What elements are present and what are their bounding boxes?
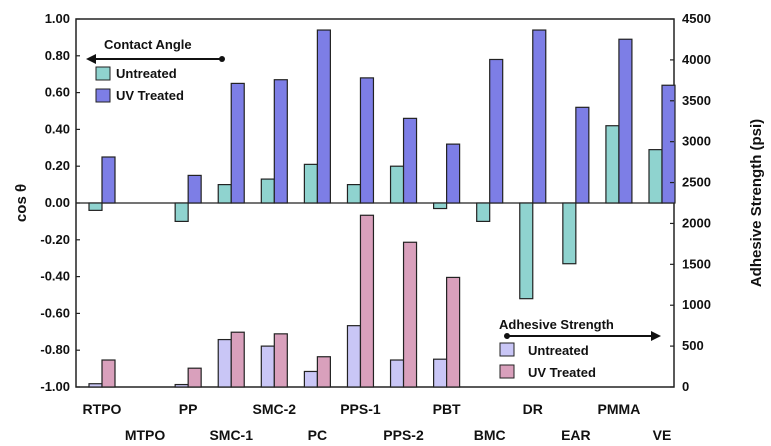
- category-label-pc: PC: [308, 427, 327, 443]
- contact-angle-bar-untreated-dr: [519, 202, 534, 300]
- right-tick-label: 0: [682, 379, 689, 394]
- contact-angle-bar-uv-treated-dr: [532, 29, 547, 204]
- left-tick-label: 1.00: [45, 11, 70, 26]
- category-label-pps-1: PPS-1: [340, 401, 381, 417]
- contact-angle-bar-uv-treated-rtpo: [101, 156, 116, 204]
- legend-label-adhesive-uv-treated: UV Treated: [528, 365, 596, 380]
- legend-label-untreated: Untreated: [116, 66, 177, 81]
- right-tick-label: 3000: [682, 134, 711, 149]
- left-tick-label: -0.20: [40, 232, 70, 247]
- contact-angle-bar-uv-treated-smc-1: [230, 82, 245, 204]
- category-label-pbt: PBT: [433, 401, 461, 417]
- contact-angle-bar-untreated-pbt: [433, 202, 448, 210]
- adhesive-bar-untreated-pps-1: [346, 325, 362, 388]
- left-tick-label: 0.00: [45, 195, 70, 210]
- legend-label-adhesive-untreated: Untreated: [528, 343, 589, 358]
- left-tick-label: -0.80: [40, 342, 70, 357]
- adhesive-bar-uv-treated-pps-1: [359, 214, 375, 388]
- contact-angle-bar-uv-treated-ear: [575, 106, 590, 204]
- contact-angle-bar-untreated-smc-1: [217, 184, 232, 204]
- adhesive-strength-legend-title: Adhesive Strength: [499, 317, 614, 332]
- category-label-smc-1: SMC-1: [209, 427, 253, 443]
- adhesive-bar-untreated-pp: [174, 383, 189, 388]
- category-label-pmma: PMMA: [598, 401, 641, 417]
- right-tick-label: 4500: [682, 11, 711, 26]
- category-label-bmc: BMC: [474, 427, 506, 443]
- contact-angle-bar-uv-treated-bmc: [489, 58, 504, 204]
- adhesive-bar-untreated-pps-2: [389, 359, 405, 388]
- contact-angle-bar-uv-treated-pbt: [446, 143, 461, 204]
- contact-angle-bar-untreated-smc-2: [260, 178, 275, 204]
- adhesive-bar-untreated-smc-2: [260, 345, 275, 388]
- category-label-ve: VE: [653, 427, 672, 443]
- left-tick-label: 0.80: [45, 48, 70, 63]
- category-label-pp: PP: [179, 401, 198, 417]
- adhesive-bar-untreated-rtpo: [88, 383, 103, 388]
- left-tick-label: -0.40: [40, 269, 70, 284]
- category-label-ear: EAR: [561, 427, 591, 443]
- contact-angle-bar-uv-treated-pmma: [618, 38, 633, 204]
- adhesive-bar-uv-treated-pp: [187, 367, 202, 388]
- left-tick-label: 0.40: [45, 121, 70, 136]
- legend-swatch-uv-treated: [95, 88, 111, 103]
- legend-swatch-untreated: [95, 66, 111, 81]
- contact-angle-bar-untreated-ve: [648, 149, 663, 204]
- contact-angle-bar-uv-treated-pps-1: [359, 77, 375, 204]
- right-tick-label: 1500: [682, 256, 711, 271]
- contact-angle-bar-uv-treated-smc-2: [273, 79, 288, 204]
- contact-angle-legend: Contact Angle Untreated UV Treated: [86, 37, 225, 103]
- contact-angle-legend-title: Contact Angle: [104, 37, 192, 52]
- category-label-smc-2: SMC-2: [253, 401, 297, 417]
- legend-swatch-adhesive-uv-treated: [499, 364, 515, 379]
- contact-angle-bar-untreated-pp: [174, 202, 189, 222]
- contact-angle-bar-untreated-rtpo: [88, 202, 103, 211]
- contact-angle-bar-uv-treated-pps-2: [402, 117, 418, 204]
- legend-label-uv-treated: UV Treated: [116, 88, 184, 103]
- adhesive-bar-uv-treated-pbt: [446, 276, 461, 388]
- contact-angle-bar-uv-treated-pp: [187, 174, 202, 204]
- right-tick-label: 4000: [682, 52, 711, 67]
- left-tick-label: 0.60: [45, 85, 70, 100]
- contact-angle-bar-untreated-bmc: [476, 202, 491, 222]
- adhesive-bar-uv-treated-pc: [316, 356, 331, 388]
- contact-angle-bar-untreated-pmma: [605, 125, 620, 204]
- left-axis-title: cos θ: [13, 184, 30, 222]
- adhesive-bar-untreated-smc-1: [217, 338, 232, 388]
- contact-angle-bar-untreated-pps-1: [346, 184, 362, 204]
- contact-angle-bar-uv-treated-pc: [316, 29, 331, 204]
- adhesive-strength-legend: Adhesive Strength Untreated UV Treated: [499, 317, 661, 380]
- adhesive-strength-arrow-dot: [504, 333, 510, 339]
- right-tick-label: 1000: [682, 297, 711, 312]
- contact-angle-arrow-dot: [219, 56, 225, 62]
- category-label-mtpo: MTPO: [125, 427, 166, 443]
- category-label-pps-2: PPS-2: [383, 427, 424, 443]
- adhesive-bar-uv-treated-smc-2: [273, 333, 288, 388]
- category-label-rtpo: RTPO: [83, 401, 122, 417]
- adhesive-strength-arrowhead-icon: [651, 331, 661, 341]
- contact-angle-bar-untreated-pc: [303, 163, 318, 204]
- right-tick-label: 3500: [682, 93, 711, 108]
- right-tick-label: 2000: [682, 215, 711, 230]
- adhesive-bar-untreated-pc: [303, 370, 318, 388]
- adhesive-bar-uv-treated-pps-2: [402, 241, 418, 388]
- category-label-dr: DR: [523, 401, 543, 417]
- legend-swatch-adhesive-untreated: [499, 342, 515, 357]
- adhesive-bar-untreated-pbt: [433, 358, 448, 388]
- right-tick-label: 2500: [682, 175, 711, 190]
- contact-angle-bar-uv-treated-ve: [661, 84, 676, 204]
- adhesive-bar-uv-treated-smc-1: [230, 331, 245, 388]
- left-tick-label: -0.60: [40, 305, 70, 320]
- left-tick-label: 0.20: [45, 158, 70, 173]
- right-tick-label: 500: [682, 338, 704, 353]
- adhesive-bar-uv-treated-rtpo: [101, 359, 116, 388]
- contact-angle-arrowhead-icon: [86, 54, 96, 64]
- contact-angle-bar-untreated-ear: [562, 202, 577, 265]
- contact-angle-bar-untreated-pps-2: [389, 165, 405, 204]
- left-tick-label: -1.00: [40, 379, 70, 394]
- right-axis-title: Adhesive Strength (psi): [748, 119, 765, 287]
